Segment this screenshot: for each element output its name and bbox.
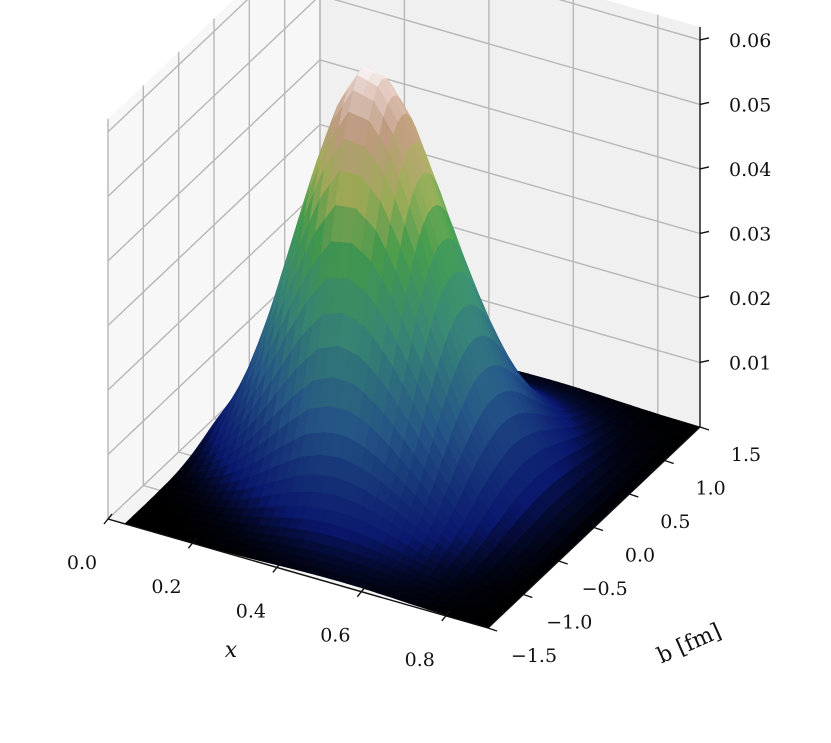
grid-line-z	[107, 123, 701, 327]
grid-line-z	[107, 0, 701, 197]
x-tick	[103, 513, 113, 525]
z-tick	[699, 230, 710, 235]
z-tick-label: 0.04	[729, 159, 771, 181]
b-tick-label: 0.5	[660, 511, 690, 533]
b-tick-label: 0.0	[625, 545, 655, 567]
x-tick-label: 0.6	[320, 625, 350, 647]
b-tick-label: −1.0	[546, 612, 592, 634]
b-tick	[487, 627, 498, 632]
x-tick	[356, 586, 366, 598]
z-tick	[699, 359, 710, 364]
b-tick-label: 1.0	[696, 478, 726, 500]
x-axis-title: x	[225, 638, 238, 663]
z-tick-label: 0.06	[729, 30, 771, 52]
z-tick	[699, 37, 710, 41]
x-tick-label: 0.4	[236, 600, 266, 622]
x-tick	[272, 562, 282, 573]
z-tick	[699, 101, 710, 106]
x-tick	[187, 537, 197, 549]
z-tick	[699, 295, 710, 299]
z-tick-label: 0.03	[729, 223, 771, 245]
b-tick	[523, 593, 533, 599]
b-tick	[699, 426, 710, 431]
b-tick-label: −0.5	[582, 578, 628, 600]
z-tick-label: 0.02	[729, 288, 771, 310]
b-tick	[629, 493, 639, 498]
z-tick	[699, 166, 710, 170]
b-tick-label: −1.5	[511, 645, 557, 667]
x-tick-label: 0.8	[405, 649, 435, 671]
x-tick-label: 0.2	[151, 576, 181, 598]
b-tick	[593, 526, 604, 532]
x-axis-line	[107, 518, 489, 629]
x-tick	[441, 610, 451, 622]
tick-labels: 0.00.20.40.60.8 −1.5−1.0−0.50.00.51.01.50…	[67, 30, 771, 671]
z-tick-label: 0.05	[729, 94, 771, 116]
grid-line-z	[107, 0, 701, 133]
b-axis-title: b [fm]	[654, 619, 726, 669]
b-tick	[664, 459, 674, 465]
axis-lines	[103, 27, 710, 632]
x-tick-label: 0.0	[67, 552, 97, 574]
surface-mesh	[124, 66, 701, 629]
b-tick-label: 1.5	[731, 444, 761, 466]
grid-line-z	[107, 59, 701, 262]
z-tick-label: 0.01	[729, 352, 771, 374]
b-tick	[558, 560, 568, 565]
